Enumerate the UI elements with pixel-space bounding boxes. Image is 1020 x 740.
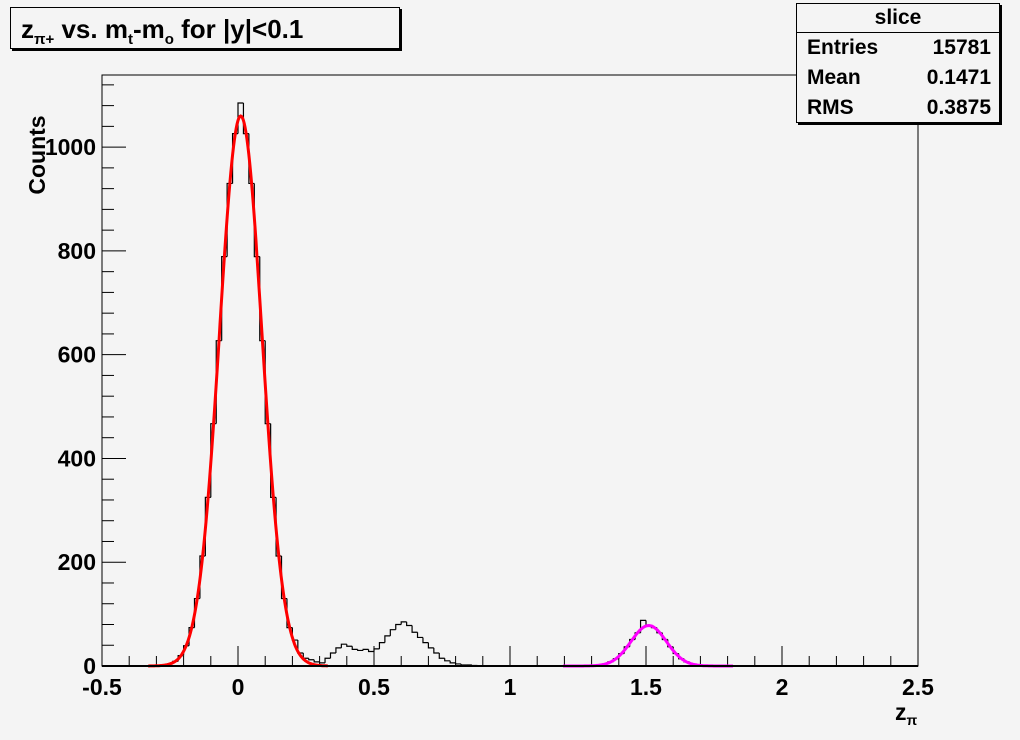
histogram-bin <box>357 649 364 652</box>
histogram-bin <box>406 621 413 627</box>
fit-curve-gaus-peak-2 <box>563 623 733 668</box>
y-tick-label: 0 <box>83 653 96 679</box>
histogram-bin <box>346 644 353 647</box>
stats-value: 0.3875 <box>926 96 991 119</box>
x-axis-label: zπ <box>895 699 918 728</box>
x-tick-label: 2.5 <box>902 674 934 700</box>
histogram-bin <box>367 649 374 653</box>
histogram-bin <box>319 661 326 664</box>
histogram-bin <box>313 659 320 663</box>
plot-frame <box>101 74 919 667</box>
stats-row-rms: RMS 0.3875 <box>797 93 999 123</box>
x-tick-label: -0.5 <box>82 674 122 700</box>
histogram-bin <box>411 625 418 633</box>
stats-value: 0.1471 <box>926 66 991 89</box>
histogram-bin <box>351 646 358 650</box>
x-tick-label: 0 <box>232 674 245 700</box>
histogram-bin <box>384 635 391 643</box>
histogram-bin <box>329 652 336 659</box>
histogram-bin <box>444 658 451 662</box>
y-tick-label: 200 <box>58 549 96 575</box>
y-tick-label: 1000 <box>45 134 96 160</box>
stats-label: Mean <box>807 66 861 89</box>
y-tick-label: 400 <box>58 445 96 471</box>
histogram-bin <box>373 648 380 652</box>
histogram-bin <box>340 643 347 648</box>
y-axis-label: Counts <box>24 115 50 194</box>
stats-label: RMS <box>807 96 854 119</box>
histogram-bin <box>433 647 440 654</box>
histogram-bin <box>427 642 434 649</box>
histogram-bin <box>455 662 462 665</box>
stats-label: Entries <box>807 36 879 59</box>
y-tick-label: 600 <box>58 342 96 368</box>
stats-row-entries: Entries 15781 <box>797 33 999 63</box>
x-tick-label: 1 <box>504 674 517 700</box>
histogram-bin <box>308 658 315 661</box>
histogram-bin <box>449 660 456 664</box>
histogram-bin <box>460 663 467 666</box>
fit-curve-gaus-peak-1 <box>148 114 328 668</box>
histogram-bin <box>438 653 445 659</box>
chart-title: zπ+ vs. mt-mo for |y|<0.1 <box>10 7 400 49</box>
x-tick-label: 0.5 <box>358 674 390 700</box>
histogram-bin <box>422 637 429 644</box>
y-tick-label: 800 <box>58 238 96 264</box>
histogram-bin <box>378 642 385 649</box>
stats-name: slice <box>797 4 999 33</box>
histogram-bin <box>416 632 423 639</box>
histogram-bin <box>400 621 407 625</box>
histogram-bin <box>395 623 402 630</box>
histogram-bin <box>389 629 396 636</box>
histogram-bin <box>362 648 369 651</box>
histogram-bin <box>335 647 342 654</box>
x-tick-label: 2 <box>776 674 789 700</box>
stats-value: 15781 <box>932 36 991 59</box>
histogram-bin <box>324 657 331 663</box>
x-tick-label: 1.5 <box>630 674 662 700</box>
stats-box: slice Entries 15781 Mean 0.1471 RMS 0.3875 <box>796 3 1000 123</box>
stats-row-mean: Mean 0.1471 <box>797 63 999 93</box>
histogram-bin <box>302 653 309 659</box>
